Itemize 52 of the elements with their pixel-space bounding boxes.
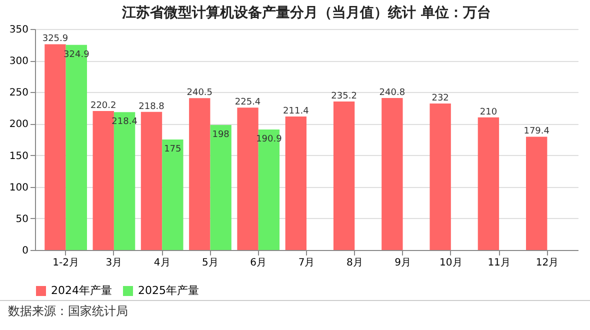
bar: [430, 104, 451, 250]
bar: [66, 44, 87, 250]
data-label: 220.2: [90, 100, 116, 111]
data-label: 240.8: [379, 88, 406, 98]
x-tick-label: 11月: [488, 258, 510, 268]
y-tick-label: 150: [9, 150, 28, 162]
bar: [258, 129, 280, 250]
data-label: 218.8: [138, 102, 165, 112]
data-label: 235.2: [331, 91, 357, 102]
data-label: 232: [432, 94, 449, 104]
y-tick-label: 250: [9, 88, 28, 99]
data-label: 198: [212, 130, 230, 140]
data-label: 211.4: [283, 106, 310, 117]
data-label: 240.5: [186, 88, 213, 98]
bar: [526, 136, 548, 250]
legend-label: 2024年产量: [51, 284, 112, 297]
x-tick-label: 1-2月: [52, 258, 79, 268]
bar: [92, 110, 114, 250]
y-tick-label: 100: [9, 182, 28, 194]
bar: [189, 98, 210, 250]
bar: [285, 116, 306, 250]
bar: [237, 108, 258, 250]
y-tick-label: 0: [22, 246, 28, 256]
x-tick-label: 8月: [346, 258, 363, 268]
bar: [114, 112, 136, 250]
data-label: 175: [164, 144, 182, 154]
bar: [140, 112, 162, 250]
data-label: 225.4: [234, 98, 261, 108]
bar: [210, 124, 232, 250]
x-tick-label: 4月: [154, 258, 170, 268]
y-tick-label: 300: [9, 56, 28, 68]
y-tick-label: 350: [9, 24, 28, 36]
y-tick-label: 50: [16, 214, 28, 225]
x-tick-label: 12月: [536, 258, 559, 268]
x-tick-label: 5月: [202, 258, 218, 268]
bar: [478, 117, 500, 250]
x-tick-label: 3月: [106, 258, 122, 268]
bar: [333, 101, 355, 250]
bar: [162, 140, 184, 250]
legend-label: 2025年产量: [138, 284, 199, 297]
bar: [44, 44, 66, 250]
x-tick-label: 6月: [250, 258, 267, 268]
x-tick-label: 9月: [394, 258, 411, 268]
data-label: 179.4: [524, 126, 550, 137]
bar: [382, 98, 403, 250]
data-label: 210: [480, 107, 498, 118]
x-tick-label: 7月: [298, 258, 315, 268]
x-tick-label: 10月: [440, 258, 462, 268]
chart-title: 江苏省微型计算机设备产量分月（当月值）统计 单位：万台: [121, 4, 491, 21]
y-tick-label: 200: [9, 119, 28, 130]
data-label: 325.9: [42, 34, 68, 44]
source-note: 数据来源：国家统计局: [0, 300, 590, 322]
